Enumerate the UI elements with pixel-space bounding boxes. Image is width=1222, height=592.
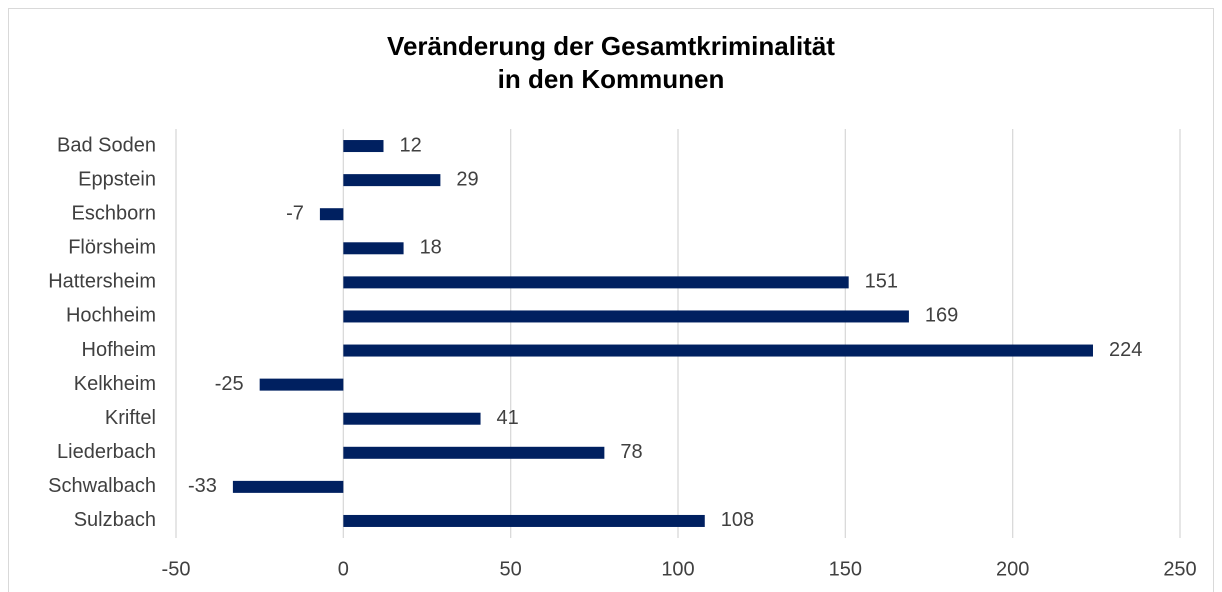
- x-tick-label: 100: [661, 558, 694, 580]
- data-label: -25: [215, 373, 244, 395]
- data-label: 12: [399, 134, 421, 156]
- bar: [343, 276, 849, 289]
- bar: [343, 174, 441, 187]
- x-tick-label: 250: [1163, 558, 1196, 580]
- chart-title: Veränderung der Gesamtkriminalität: [387, 31, 835, 61]
- x-tick-label: 150: [829, 558, 862, 580]
- y-tick-label: Liederbach: [57, 441, 156, 463]
- data-label: -33: [188, 475, 217, 497]
- y-tick-label: Kelkheim: [74, 373, 156, 395]
- y-tick-label: Bad Soden: [57, 134, 156, 156]
- chart-title: in den Kommunen: [498, 64, 725, 94]
- y-tick-label: Sulzbach: [74, 509, 156, 531]
- chart-border: [8, 8, 1214, 592]
- bar: [232, 480, 344, 493]
- data-label: 169: [925, 305, 958, 327]
- y-tick-label: Eppstein: [78, 168, 156, 190]
- y-tick-label: Eschborn: [72, 202, 157, 224]
- x-tick-label: 0: [338, 558, 349, 580]
- y-tick-label: Kriftel: [105, 407, 156, 429]
- y-tick-label: Hattersheim: [48, 271, 156, 293]
- data-label: 151: [865, 271, 898, 293]
- bar: [259, 378, 344, 391]
- data-label: 108: [721, 509, 754, 531]
- y-tick-label: Schwalbach: [48, 475, 156, 497]
- bar: [343, 140, 384, 153]
- x-tick-label: -50: [162, 558, 191, 580]
- bar: [343, 242, 404, 255]
- data-label: 78: [620, 441, 642, 463]
- bar: [343, 514, 705, 527]
- bar: [343, 310, 909, 323]
- bar: [319, 208, 344, 221]
- bar: [343, 446, 605, 459]
- y-tick-label: Hofheim: [82, 339, 156, 361]
- data-label: 224: [1109, 339, 1142, 361]
- data-label: 29: [456, 168, 478, 190]
- x-tick-label: 50: [500, 558, 522, 580]
- bar: [343, 412, 481, 425]
- data-label: 18: [420, 237, 442, 259]
- bar: [343, 344, 1093, 357]
- y-tick-label: Flörsheim: [68, 237, 156, 259]
- x-tick-label: 200: [996, 558, 1029, 580]
- data-label: 41: [497, 407, 519, 429]
- y-tick-label: Hochheim: [66, 305, 156, 327]
- data-label: -7: [286, 202, 304, 224]
